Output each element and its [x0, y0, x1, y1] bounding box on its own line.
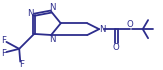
Text: N: N — [49, 3, 55, 12]
Text: N: N — [100, 25, 106, 34]
Text: N: N — [27, 9, 34, 18]
Text: O: O — [127, 20, 133, 29]
Text: F: F — [19, 60, 24, 69]
Text: N: N — [49, 35, 55, 44]
Text: F: F — [1, 49, 6, 58]
Text: O: O — [113, 43, 119, 52]
Text: F: F — [1, 36, 6, 45]
